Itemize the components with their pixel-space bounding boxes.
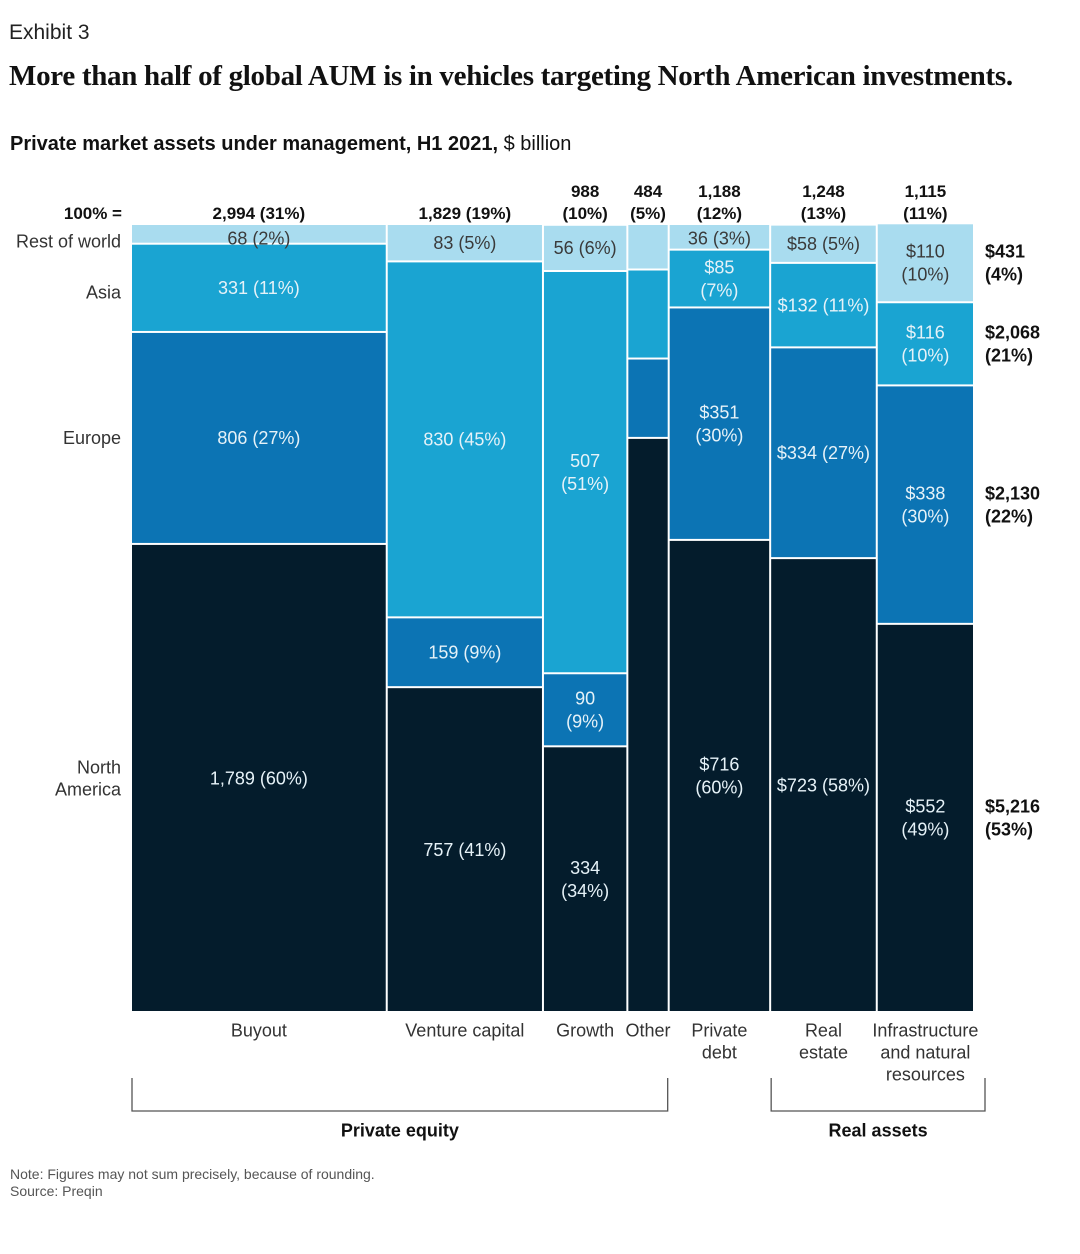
region-label-europe: Europe [63, 428, 121, 448]
region-total-asia: $2,068 (21%) [985, 323, 1040, 366]
category-label-infrastructure-and-natural-resources: Infrastructure and natural resources [872, 1020, 978, 1084]
data-label-real-estate-europe: $334 (27%) [777, 443, 870, 463]
total-label-growth: 988 (10%) [562, 182, 607, 223]
data-label-buyout-rest-of-world: 68 (2%) [227, 228, 290, 248]
headline: More than half of global AUM is in vehic… [9, 60, 1013, 92]
group-label-private-equity: Private equity [341, 1120, 459, 1140]
data-label-venture-capital-rest-of-world: 83 (5%) [433, 233, 496, 253]
category-label-real-estate: Real estate [799, 1020, 848, 1062]
region-label-asia: Asia [86, 282, 122, 302]
segment-buyout-north-america [132, 544, 386, 1011]
segment-real-estate-rest-of-world [771, 225, 876, 262]
total-row-label: 100% = [64, 204, 122, 223]
note-text: Note: Figures may not sum precisely, bec… [10, 1166, 375, 1182]
bracket-real-assets [770, 1078, 986, 1112]
data-label-infrastructure-and-natural-resources-europe: $338 (30%) [901, 483, 949, 526]
data-label-private-debt-asia: $85 (7%) [700, 257, 738, 300]
segment-infrastructure-and-natural-resources-north-america [877, 624, 973, 1011]
category-label-buyout: Buyout [231, 1020, 287, 1040]
segment-other-asia [628, 270, 668, 358]
segment-buyout-europe [132, 332, 386, 543]
bracket-private-equity [131, 1078, 669, 1112]
group-label-real-assets: Real assets [829, 1120, 928, 1140]
segment-other-rest-of-world [628, 225, 668, 269]
data-label-private-debt-rest-of-world: 36 (3%) [688, 228, 751, 248]
segment-venture-capital-europe [387, 618, 542, 687]
category-label-other: Other [626, 1020, 671, 1040]
data-label-infrastructure-and-natural-resources-north-america: $552 (49%) [901, 797, 949, 840]
segment-venture-capital-north-america [387, 688, 542, 1011]
source-text: Source: Preqin [10, 1183, 103, 1199]
region-total-north-america: $5,216 (53%) [985, 797, 1040, 840]
data-label-private-debt-europe: $351 (30%) [695, 402, 743, 445]
segment-venture-capital-asia [387, 262, 542, 617]
total-label-buyout: 2,994 (31%) [213, 204, 306, 223]
data-label-real-estate-asia: $132 (11%) [778, 295, 870, 315]
segment-growth-asia [543, 272, 627, 673]
data-label-infrastructure-and-natural-resources-rest-of-world: $110 (10%) [901, 242, 949, 285]
region-total-rest-of-world: $431 (4%) [985, 242, 1025, 285]
region-total-europe: $2,130 (22%) [985, 483, 1040, 526]
data-label-growth-north-america: 334 (34%) [561, 858, 609, 901]
total-label-venture-capital: 1,829 (19%) [419, 204, 512, 223]
data-label-real-estate-north-america: $723 (58%) [777, 775, 870, 795]
data-label-real-estate-rest-of-world: $58 (5%) [787, 234, 860, 254]
segment-real-estate-north-america [771, 559, 876, 1011]
category-label-private-debt: Private debt [691, 1020, 747, 1062]
total-label-infrastructure-and-natural-resources: 1,115 (11%) [903, 182, 947, 223]
region-label-rest-of-world: Rest of world [16, 231, 121, 251]
segment-other-north-america [628, 438, 668, 1011]
segment-infrastructure-and-natural-resources-asia [877, 303, 973, 385]
segment-infrastructure-and-natural-resources-europe [877, 386, 973, 623]
data-label-venture-capital-europe: 159 (9%) [428, 643, 501, 663]
segment-venture-capital-rest-of-world [387, 225, 542, 261]
data-label-growth-europe: 90 (9%) [566, 689, 604, 732]
region-label-north-america: North America [55, 757, 122, 799]
subtitle-unit: $ billion [503, 133, 572, 155]
segment-buyout-asia [132, 244, 386, 331]
total-label-real-estate: 1,248 (13%) [801, 182, 846, 223]
chart-subtitle: Private market assets under management, … [10, 133, 571, 156]
data-label-buyout-asia: 331 (11%) [218, 278, 300, 298]
segment-growth-europe [543, 674, 627, 746]
segment-infrastructure-and-natural-resources-rest-of-world [877, 224, 973, 302]
segment-private-debt-europe [669, 308, 770, 539]
data-label-private-debt-north-america: $716 (60%) [695, 755, 743, 798]
segment-real-estate-asia [771, 263, 876, 347]
segment-buyout-rest-of-world [132, 225, 386, 243]
data-label-infrastructure-and-natural-resources-asia: $116 (10%) [901, 323, 949, 366]
data-label-growth-rest-of-world: 56 (6%) [554, 238, 617, 258]
segment-private-debt-asia [669, 250, 770, 307]
data-label-buyout-europe: 806 (27%) [217, 428, 300, 448]
category-label-venture-capital: Venture capital [405, 1020, 524, 1040]
marimekko-chart: 1,789 (60%) 806 (27%) 331 (11%) 68 (2%) 2,99… [16, 182, 1040, 1140]
total-label-other: 484 (5%) [630, 182, 666, 223]
segment-growth-rest-of-world [543, 225, 627, 270]
segment-growth-north-america [543, 747, 627, 1011]
data-label-growth-asia: 507 (51%) [561, 451, 609, 494]
subtitle-main: Private market assets under management, … [10, 133, 499, 155]
exhibit-label: Exhibit 3 [9, 21, 90, 44]
footnote: Note: Figures may not sum precisely, bec… [10, 1166, 375, 1200]
segment-real-estate-europe [771, 348, 876, 558]
data-label-venture-capital-asia: 830 (45%) [423, 430, 506, 450]
data-label-venture-capital-north-america: 757 (41%) [423, 840, 506, 860]
segment-private-debt-north-america [669, 540, 770, 1011]
data-label-buyout-north-america: 1,789 (60%) [210, 768, 308, 788]
category-label-growth: Growth [556, 1020, 614, 1040]
total-label-private-debt: 1,188 (12%) [697, 182, 742, 223]
segment-other-europe [628, 359, 668, 437]
segment-private-debt-rest-of-world [669, 225, 770, 249]
